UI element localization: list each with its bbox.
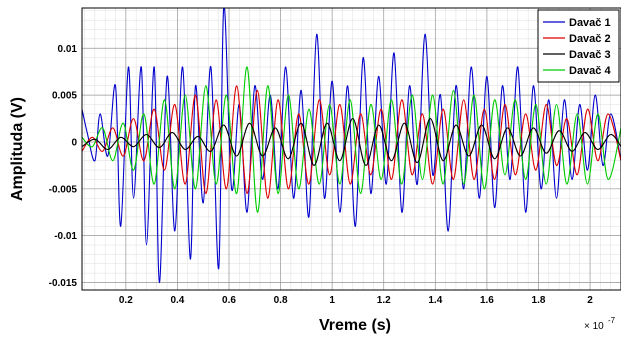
x-tick-label: 1.4: [428, 295, 442, 306]
x-tick-label: 2: [587, 295, 593, 306]
x-tick-label: 0.8: [274, 295, 288, 306]
x-tick-label: 1.8: [532, 295, 546, 306]
y-tick-label: -0.015: [49, 278, 78, 289]
x-tick-label: 0.4: [170, 295, 184, 306]
legend-label-2: Davač 2: [569, 33, 611, 45]
x-ticks: 0.2 0.4 0.6 0.8 1 1.2 1.4 1.6 1.8 2: [119, 295, 593, 306]
x-exponent-base: × 10: [584, 321, 604, 332]
series-line-3: [82, 118, 621, 166]
x-tick-label: 1.2: [377, 295, 391, 306]
y-ticks: 0.01 0.005 0 -0.005 -0.01 -0.015: [49, 44, 78, 289]
y-axis-label: Amplituda (V): [9, 97, 26, 201]
x-exponent-power: -7: [608, 316, 616, 325]
x-tick-label: 0.2: [119, 295, 133, 306]
y-tick-label: 0: [71, 137, 77, 148]
y-tick-label: -0.01: [54, 231, 77, 242]
x-axis-label: Vreme (s): [319, 317, 391, 334]
x-tick-label: 1.6: [480, 295, 494, 306]
plot-frame: [81, 7, 621, 291]
legend-label-4: Davač 4: [569, 65, 611, 77]
y-tick-label: 0.005: [52, 91, 77, 102]
legend-label-3: Davač 3: [569, 49, 611, 61]
x-tick-label: 1: [329, 295, 335, 306]
series-line-4: [82, 66, 621, 213]
legend-label-1: Davač 1: [569, 17, 611, 29]
x-tick-label: 0.6: [222, 295, 236, 306]
legend: Davač 1 Davač 2 Davač 3 Davač 4: [537, 9, 620, 83]
series-layer: [82, 8, 621, 284]
y-tick-label: 0.01: [58, 44, 78, 55]
y-tick-label: -0.005: [49, 184, 78, 195]
series-line-1: [82, 8, 621, 284]
